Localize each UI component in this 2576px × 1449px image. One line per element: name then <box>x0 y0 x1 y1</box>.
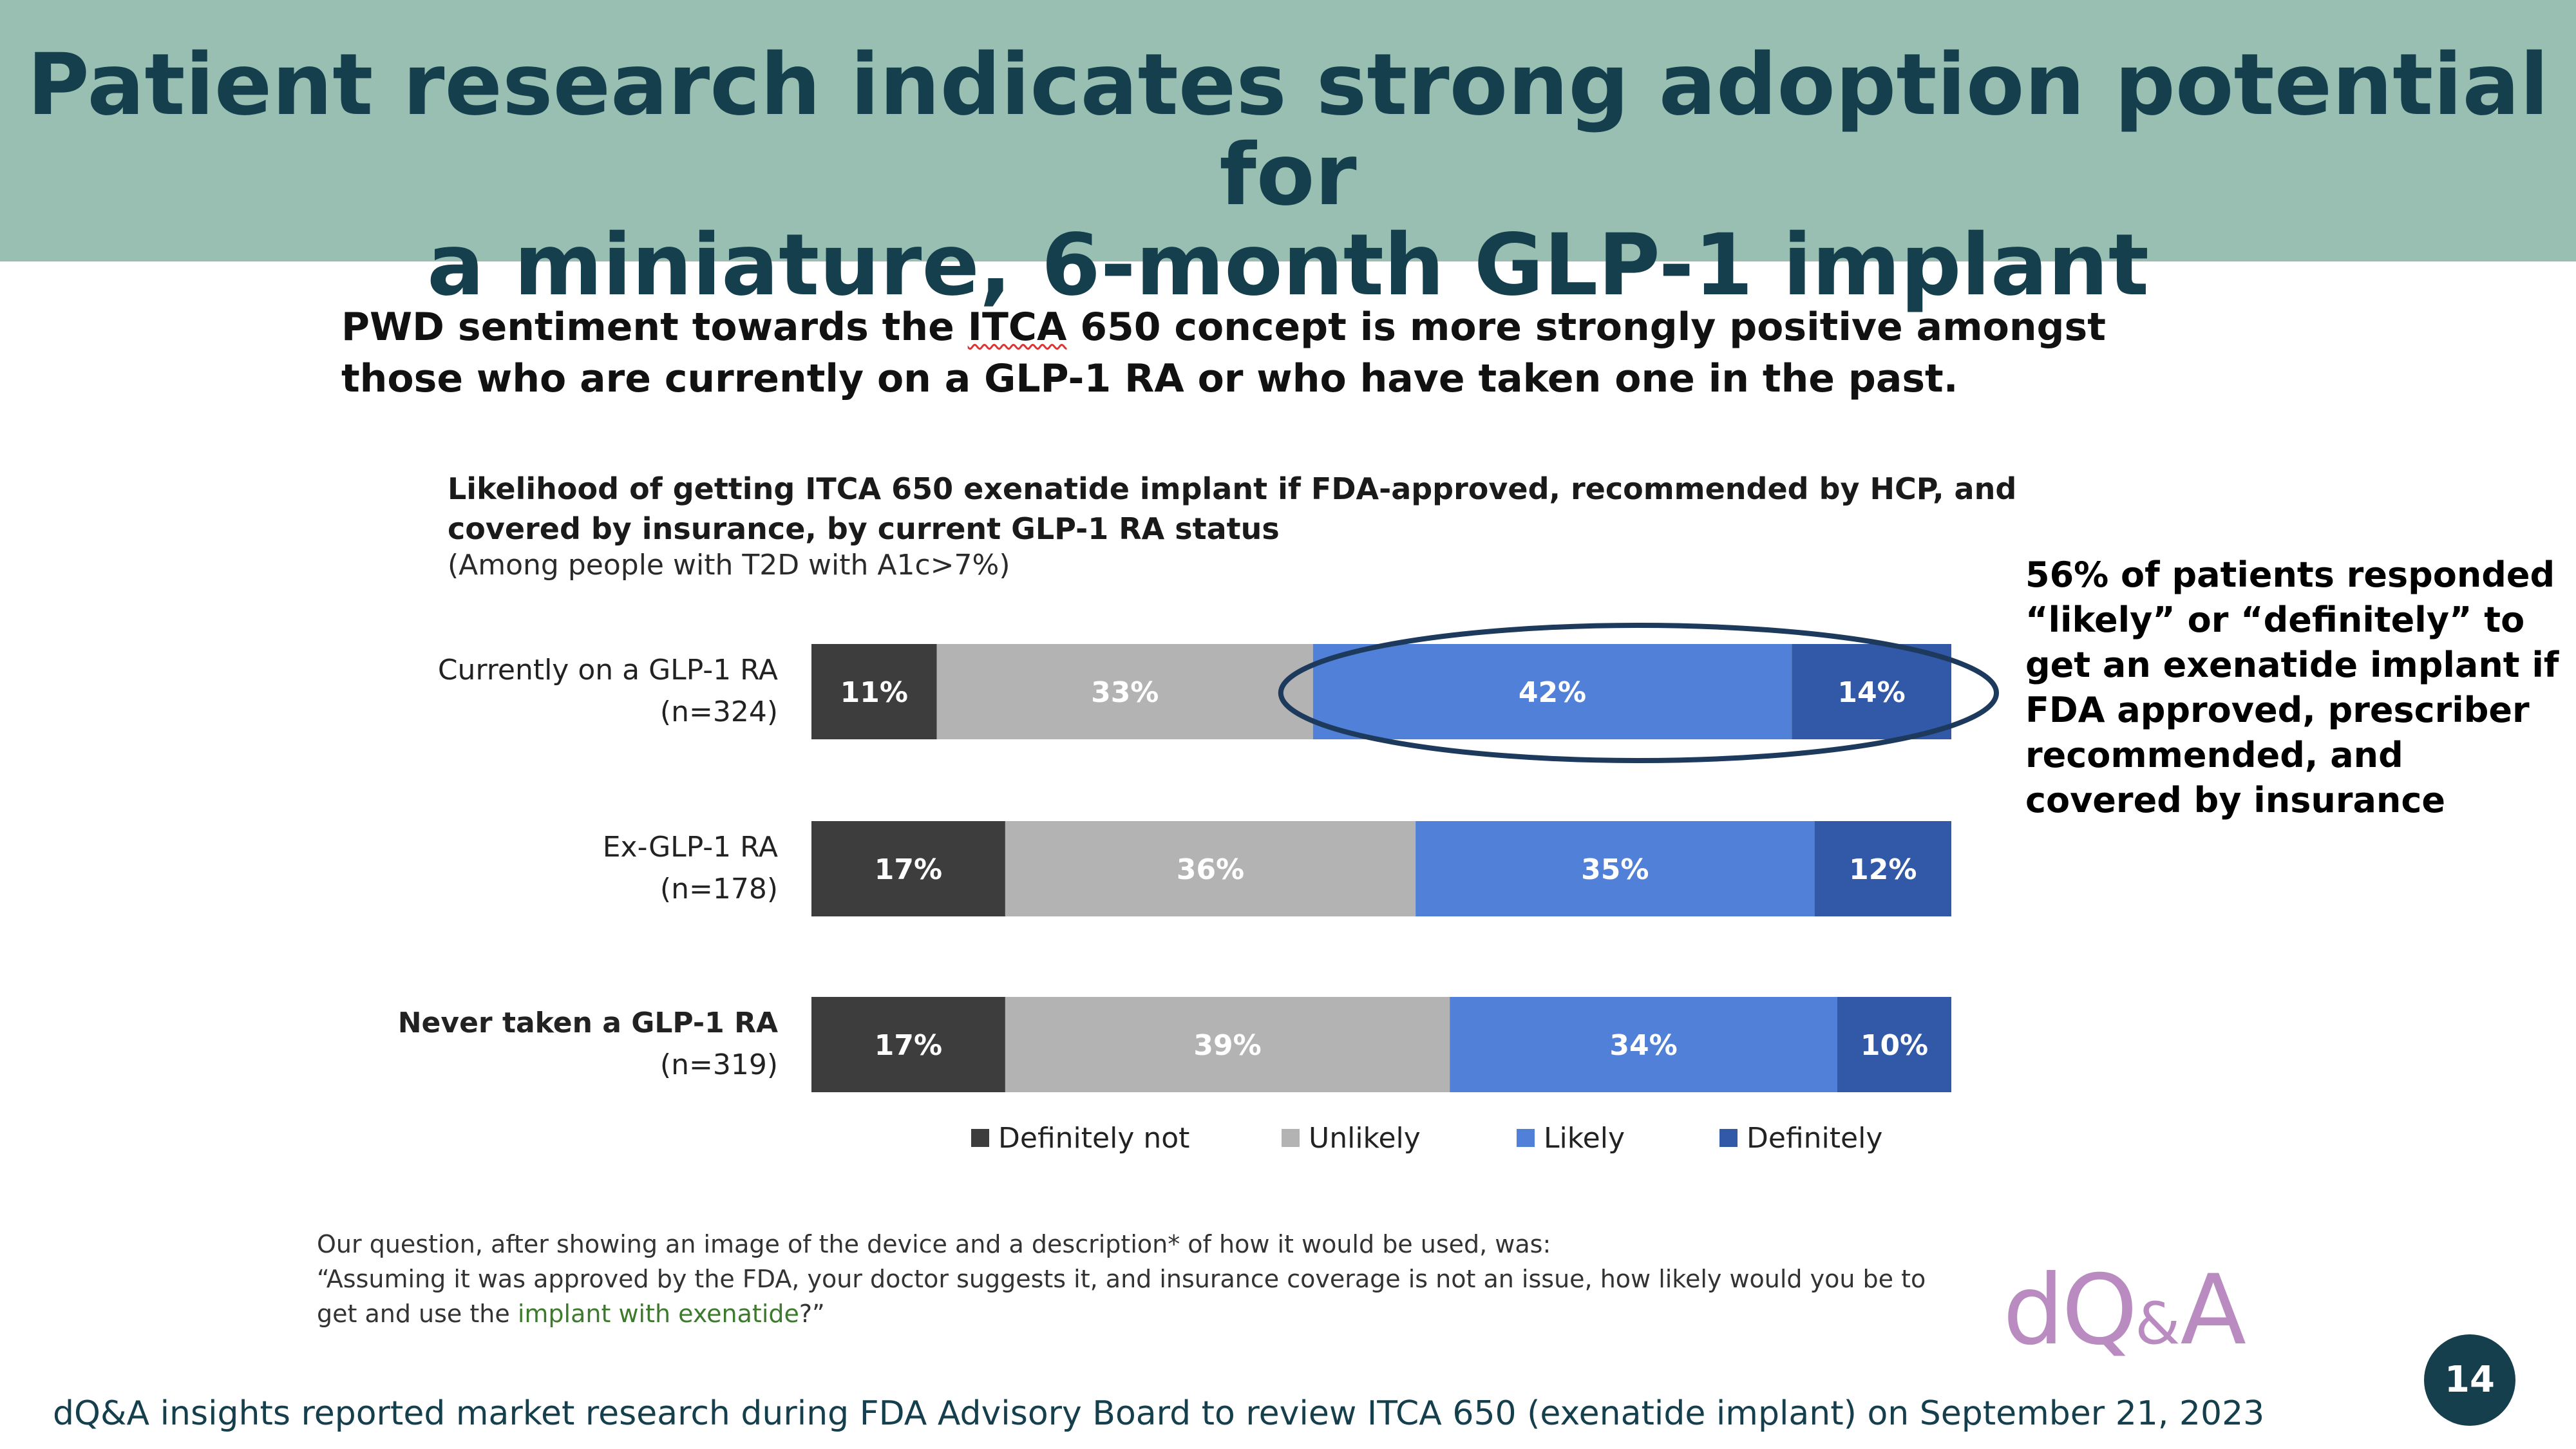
highlight-ellipse <box>1278 623 1999 763</box>
footnote-line1: Our question, after showing an image of … <box>317 1230 1551 1258</box>
data-label: 33% <box>1091 676 1159 709</box>
bar-segment <box>1450 997 1837 1092</box>
data-label: 42% <box>1519 676 1586 709</box>
bar-segment <box>1312 644 1792 739</box>
logo-ampersand: & <box>2135 1290 2181 1358</box>
category-label: Currently on a GLP-1 RA <box>438 654 778 687</box>
data-label: 17% <box>875 853 942 886</box>
bar-segment <box>1005 997 1450 1092</box>
bar-segment <box>811 821 1005 916</box>
legend-label: Likely <box>1544 1122 1625 1155</box>
footnote-question: “Assuming it was approved by the FDA, yo… <box>317 1265 1926 1328</box>
data-label: 10% <box>1861 1029 1928 1062</box>
data-label: 11% <box>840 676 908 709</box>
legend-swatch <box>971 1129 989 1147</box>
bar-segment <box>1792 644 1951 739</box>
legend-swatch <box>1719 1129 1738 1147</box>
category-label: Never taken a GLP-1 RA <box>398 1007 778 1039</box>
dqa-logo: dQ&A <box>2003 1255 2246 1379</box>
category-n-label: (n=324) <box>660 696 778 728</box>
legend-label: Definitely <box>1747 1122 1882 1155</box>
bar-segment <box>936 644 1313 739</box>
data-label: 35% <box>1581 853 1649 886</box>
data-label: 12% <box>1849 853 1917 886</box>
footnote-highlight: implant with exenatide <box>517 1300 799 1328</box>
legend-swatch <box>1282 1129 1300 1147</box>
data-label: 39% <box>1193 1029 1261 1062</box>
data-label: 17% <box>875 1029 942 1062</box>
bar-segment <box>1005 821 1416 916</box>
title-banner: Patient research indicates strong adopti… <box>0 0 2576 310</box>
chart-headline: PWD sentiment towards the ITCA 650 conce… <box>341 301 2209 404</box>
data-label: 34% <box>1609 1029 1677 1062</box>
legend-label: Unlikely <box>1309 1122 1421 1155</box>
bar-segment <box>1416 821 1815 916</box>
category-n-label: (n=319) <box>660 1048 778 1081</box>
bar-segment <box>1837 997 1951 1092</box>
slide-title-line1: Patient research indicates strong adopti… <box>27 35 2549 225</box>
headline-emphasis: ITCA <box>967 305 1067 350</box>
chart-title: Likelihood of getting ITCA 650 exenatide… <box>448 471 2017 546</box>
headline-part1: PWD sentiment towards the <box>341 305 968 350</box>
logo-part1: dQ <box>2003 1255 2137 1367</box>
bar-segment <box>811 644 937 739</box>
bar-segment <box>811 997 1005 1092</box>
footnote-line2: “Assuming it was approved by the FDA, yo… <box>317 1262 1927 1331</box>
page-number-badge: 14 <box>2424 1334 2515 1426</box>
slide-title-line2: a miniature, 6-month GLP-1 implant <box>427 216 2149 315</box>
category-n-label: (n=178) <box>660 873 778 905</box>
logo-part2: A <box>2180 1255 2246 1367</box>
data-label: 14% <box>1837 676 1905 709</box>
callout-text: 56% of patients responded “likely” or “d… <box>2025 554 2559 820</box>
bar-segment <box>1814 821 1951 916</box>
footnote-question-end: ?” <box>799 1300 825 1328</box>
category-label: Ex-GLP-1 RA <box>603 831 778 864</box>
survey-footnote: Our question, after showing an image of … <box>317 1227 1927 1331</box>
source-citation: dQ&A insights reported market research d… <box>53 1394 2265 1433</box>
slide-title: Patient research indicates strong adopti… <box>0 40 2576 310</box>
data-label: 36% <box>1177 853 1244 886</box>
legend-swatch <box>1517 1129 1535 1147</box>
headline-part2: 650 concept is more strongly positive am… <box>341 305 2106 401</box>
legend-label: Definitely not <box>998 1122 1189 1155</box>
chart-subtitle: (Among people with T2D with A1c>7%) <box>448 549 1010 582</box>
